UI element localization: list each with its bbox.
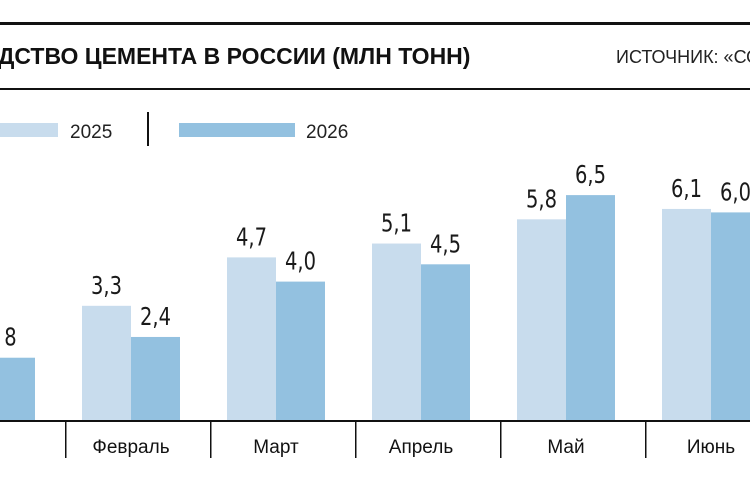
category-separator-4 [645,422,647,458]
category-label-1: Февраль [92,437,169,458]
category-separator-1 [210,422,212,458]
value-label-2026-5: 6,0 [720,178,750,207]
bar-2026-3 [421,264,470,420]
value-labels-layer: 8 3,3 2,4 4,7 4,0 5,1 4,5 5,8 6,5 6,1 6,0 [4,161,750,353]
bar-2025-1 [82,305,131,420]
bar-2026-1 [131,336,180,420]
bar-2026-5 [711,212,750,420]
category-label-3: Апрель [389,437,454,458]
value-label-2025-4: 5,8 [526,185,557,214]
bar-2026-0 [0,357,35,420]
chart-title: ДСТВО ЦЕМЕНТА В РОССИИ (МЛН ТОНН) [0,43,470,69]
category-label-2: Март [253,437,299,458]
category-label-5: Июнь [687,437,735,458]
bar-2026-2 [276,281,325,420]
value-label-2025-2: 4,7 [236,223,267,252]
category-separator-3 [500,422,502,458]
bar-2025-3 [372,243,421,420]
chart-source: ИСТОЧНИК: «СО [616,47,750,67]
value-label-2026-2: 4,0 [285,247,316,276]
value-label-2026-4: 6,5 [575,161,606,190]
legend: 2025 2026 [0,112,348,146]
value-label-2025-3: 5,1 [381,209,412,238]
legend-swatch-2026 [179,123,295,137]
bar-2025-5 [662,208,711,420]
bar-2025-4 [517,219,566,420]
value-label-2025-1: 3,3 [91,272,122,301]
header-rule-top [0,22,750,25]
value-label-2026-1: 2,4 [140,303,171,332]
x-axis-categories: ьФевральМартАпрельМайИюнь [65,422,735,458]
category-separator-0 [65,422,67,458]
bars-layer [0,195,750,420]
legend-separator [147,112,149,146]
header-rule-bottom [0,88,750,90]
x-axis-line [0,420,750,422]
legend-label-2026: 2026 [306,122,348,143]
legend-label-2025: 2025 [70,122,112,143]
value-label-2026-3: 4,5 [430,230,461,259]
value-label-2025-5: 6,1 [671,175,702,204]
bar-2025-2 [227,257,276,420]
legend-swatch-2025 [0,123,58,137]
category-separator-2 [355,422,357,458]
bar-2026-4 [566,195,615,420]
category-label-4: Май [547,437,584,458]
value-label-2026-0: 8 [4,323,16,352]
